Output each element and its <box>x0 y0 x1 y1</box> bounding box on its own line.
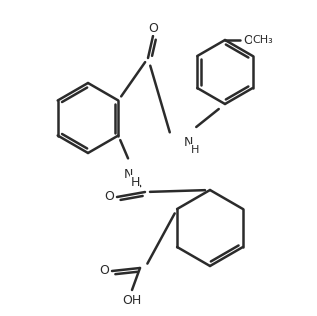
Text: OH: OH <box>122 294 142 307</box>
Text: N: N <box>123 167 133 180</box>
Text: O: O <box>99 264 109 277</box>
Text: O: O <box>104 191 114 204</box>
Text: N: N <box>183 136 193 149</box>
Text: O: O <box>243 33 253 46</box>
Text: CH₃: CH₃ <box>253 35 273 45</box>
Text: H: H <box>130 175 140 189</box>
Text: H: H <box>191 145 199 155</box>
Text: O: O <box>148 21 158 34</box>
